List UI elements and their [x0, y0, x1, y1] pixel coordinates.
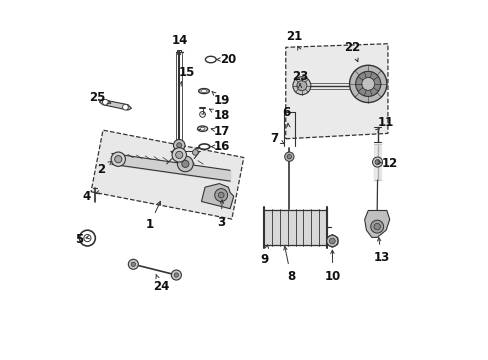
Text: 18: 18: [213, 109, 230, 122]
Circle shape: [192, 149, 198, 155]
Circle shape: [128, 259, 138, 269]
Text: 19: 19: [213, 94, 230, 107]
Circle shape: [214, 189, 227, 202]
Circle shape: [286, 154, 291, 159]
Circle shape: [370, 220, 383, 233]
Text: 23: 23: [291, 69, 307, 82]
Circle shape: [177, 156, 193, 172]
Circle shape: [372, 157, 382, 167]
Circle shape: [355, 71, 380, 96]
Text: 8: 8: [286, 270, 295, 283]
Circle shape: [131, 262, 135, 266]
Circle shape: [329, 238, 335, 244]
Circle shape: [326, 235, 337, 247]
Polygon shape: [91, 130, 244, 219]
Text: 5: 5: [75, 233, 83, 246]
Text: 15: 15: [178, 66, 194, 79]
Circle shape: [172, 149, 178, 155]
Circle shape: [173, 139, 184, 151]
Circle shape: [172, 148, 186, 162]
Text: 24: 24: [152, 280, 169, 293]
Circle shape: [284, 152, 293, 161]
Text: 9: 9: [260, 253, 268, 266]
Text: 13: 13: [373, 251, 389, 264]
Text: 22: 22: [343, 41, 360, 54]
Text: 7: 7: [269, 131, 277, 145]
Circle shape: [176, 143, 182, 148]
Polygon shape: [285, 44, 387, 139]
Circle shape: [111, 152, 125, 166]
Text: 2: 2: [97, 163, 105, 176]
Circle shape: [171, 270, 181, 280]
Circle shape: [373, 224, 380, 230]
Circle shape: [175, 151, 183, 158]
Circle shape: [102, 99, 108, 105]
Circle shape: [349, 65, 386, 103]
Polygon shape: [364, 211, 389, 237]
Text: 1: 1: [145, 218, 153, 231]
Text: 10: 10: [324, 270, 340, 283]
Text: 21: 21: [285, 30, 302, 43]
Circle shape: [182, 160, 188, 167]
Text: 12: 12: [381, 157, 397, 170]
Text: 20: 20: [220, 53, 236, 66]
Text: 3: 3: [217, 216, 225, 229]
Circle shape: [361, 77, 374, 90]
Circle shape: [218, 192, 224, 198]
Circle shape: [296, 81, 306, 91]
Polygon shape: [99, 100, 131, 110]
Text: 25: 25: [89, 91, 105, 104]
Text: 17: 17: [213, 125, 229, 138]
Circle shape: [292, 77, 310, 95]
Text: 16: 16: [213, 140, 230, 153]
Text: 14: 14: [171, 34, 188, 48]
Circle shape: [115, 156, 122, 163]
Circle shape: [374, 159, 379, 165]
Circle shape: [174, 273, 178, 277]
Text: 6: 6: [282, 106, 290, 119]
Text: 11: 11: [377, 116, 393, 129]
Text: 4: 4: [82, 190, 91, 203]
Circle shape: [122, 104, 128, 110]
Polygon shape: [201, 184, 233, 209]
